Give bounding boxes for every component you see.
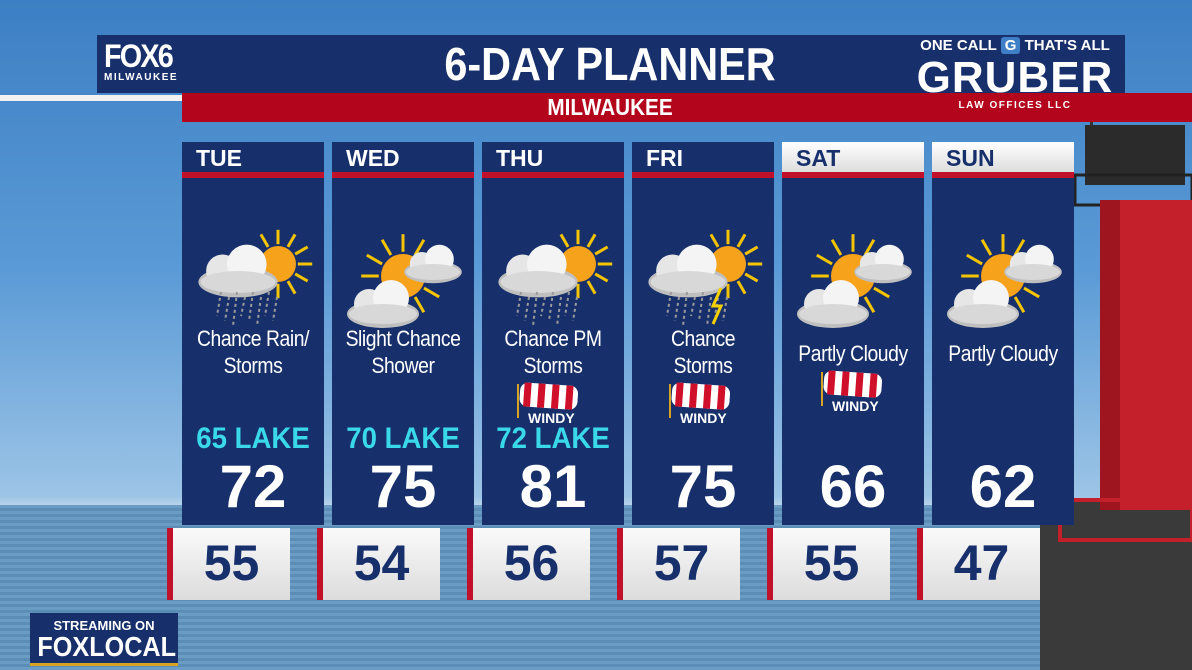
day-panel: Partly Cloudy WINDY 66 [782,178,924,525]
day-stripe [932,172,1074,178]
partly-cloudy-rain-icon [193,226,313,338]
sponsor-logo: ONE CALL G THAT'S ALL GRUBER LAW OFFICES… [910,30,1120,112]
day-panel: Chance Rain/Storms 65 LAKE 72 [182,178,324,525]
location-bar [182,93,1192,122]
sponsor-name: GRUBER [916,53,1114,102]
condition-line-1: Partly Cloudy [948,341,1058,366]
location-label: MILWAUKEE [547,94,673,120]
day-label: SUN [932,142,1074,172]
day-label: SAT [782,142,924,172]
condition-line-2: Shower [371,353,435,378]
lake-temp: 72 LAKE [496,422,610,455]
sponsor-sub: LAW OFFICES LLC [958,100,1072,111]
divider [0,95,182,101]
lake-temp: 65 LAKE [196,422,310,455]
windsock-icon [514,382,594,418]
condition-line-2: Storms [673,353,733,378]
partly-cloudy-rain-icon [493,226,613,338]
condition-text: Chance Rain/Storms [189,325,317,379]
page-title: 6-DAY PLANNER [444,38,776,90]
condition-line-1: Chance [670,326,736,351]
condition-line-1: Partly Cloudy [798,341,908,366]
partly-sunny-icon [943,226,1063,338]
windsock-icon [818,370,898,406]
low-temp: 55 [167,528,290,600]
shield-icon: G [1000,37,1021,54]
day-panel: Chance PM Storms WINDY 72 LAKE 81 [482,178,624,525]
streaming-badge: STREAMING ON FOXLOCAL [30,613,178,666]
station-city: MILWAUKEE [104,72,179,83]
high-temp: 62 [969,453,1037,520]
forecast-day-wed: WED Slight Chance Shower 70 LAKE 75 [332,142,474,525]
fox6-logo: FOX6 MILWAUKEE [104,40,180,84]
day-label: FRI [632,142,774,172]
windy-label: WINDY [528,410,575,426]
high-temp: 66 [819,453,887,520]
condition-line-1: Chance PM [504,326,602,351]
low-temp: 47 [917,528,1040,600]
day-stripe [182,172,324,178]
day-stripe [632,172,774,178]
streaming-label: STREAMING ON [53,618,155,633]
partly-sunny-icon [793,226,913,338]
low-temp: 57 [617,528,740,600]
station-name: FOX6 [104,38,174,74]
condition-line-2: Storms [523,353,583,378]
high-temp: 81 [519,453,587,520]
day-panel: Chance Storms WINDY 75 [632,178,774,525]
windy-label: WINDY [832,398,879,414]
partly-cloudy-storm-icon [643,226,763,338]
low-temp: 56 [467,528,590,600]
sponsor-tagline2: THAT'S ALL [1024,37,1110,54]
day-stripe [332,172,474,178]
day-label: THU [482,142,624,172]
sponsor-tagline: ONE CALL [920,37,997,54]
forecast-day-tue: TUE Chance Rain/Storms 65 LAKE 72 [182,142,324,525]
condition-line-1: Slight Chance [345,326,461,351]
partly-sunny-icon [343,226,463,338]
lake-temp: 70 LAKE [346,422,460,455]
day-stripe [782,172,924,178]
header-bar [97,35,1125,93]
high-temp: 75 [669,453,737,520]
condition-text: Partly Cloudy [789,340,917,367]
condition-text: Chance PM Storms [489,325,617,379]
condition-text: Partly Cloudy [939,340,1067,367]
day-stripe [482,172,624,178]
condition-line-1: Chance Rain/ [196,326,310,351]
forecast-day-sat: SAT Partly Cloudy WINDY 66 [782,142,924,525]
day-panel: Partly Cloudy 62 [932,178,1074,525]
forecast-day-thu: THU Chance PM Storms WINDY 72 LAKE 81 [482,142,624,525]
windy-label: WINDY [680,410,727,426]
day-panel: Slight Chance Shower 70 LAKE 75 [332,178,474,525]
forecast-day-sun: SUN Partly Cloudy 62 [932,142,1074,525]
low-temp: 54 [317,528,440,600]
low-temp: 55 [767,528,890,600]
streaming-service: FOXLOCAL [37,631,177,662]
windsock-icon [666,382,746,418]
forecast-day-fri: FRI Chance Storms WINDY 75 [632,142,774,525]
lighthouse [1040,100,1192,670]
high-temp: 72 [219,453,287,520]
high-temp: 75 [369,453,437,520]
day-label: TUE [182,142,324,172]
day-label: WED [332,142,474,172]
condition-text: Chance Storms [639,325,767,379]
condition-line-2: Storms [223,353,283,378]
condition-text: Slight Chance Shower [339,325,467,379]
